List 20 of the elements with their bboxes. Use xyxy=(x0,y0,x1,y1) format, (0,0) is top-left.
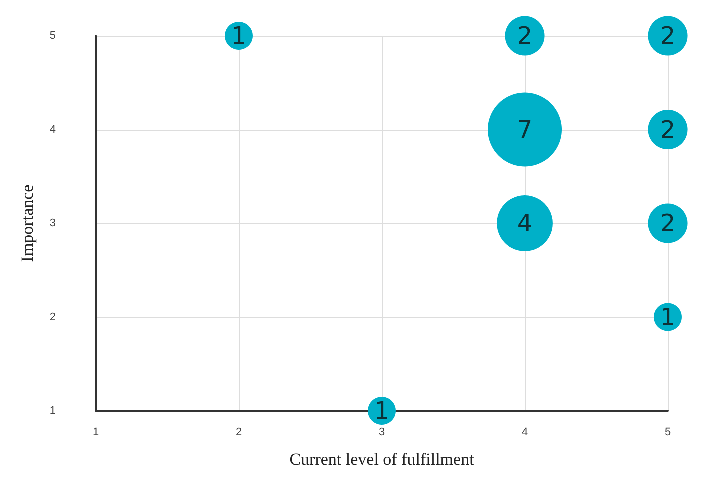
y-tick-label: 2 xyxy=(50,311,56,324)
x-axis-title: Current level of fulfillment xyxy=(290,450,475,469)
annotation: 1 xyxy=(660,303,676,332)
y-tick-label: 5 xyxy=(50,30,56,42)
y-tick-label: 1 xyxy=(50,405,56,417)
annotation: 7 xyxy=(517,116,533,144)
annotation: 2 xyxy=(517,22,533,50)
annotation: 1 xyxy=(231,22,247,50)
annotation: 2 xyxy=(660,116,676,144)
y-tick-label: 3 xyxy=(50,218,56,230)
y-tick-label: 4 xyxy=(50,124,56,136)
x-tick-label: 2 xyxy=(236,426,242,438)
annotation: 2 xyxy=(660,210,676,238)
annotation: 4 xyxy=(517,210,533,238)
annotation: 2 xyxy=(660,22,676,50)
x-tick-label: 3 xyxy=(378,426,386,438)
x-tick-label: 4 xyxy=(522,426,528,438)
x-tick-label: 1 xyxy=(92,426,100,438)
x-tick-label: 5 xyxy=(664,426,672,438)
y-axis-title: Importance xyxy=(18,184,37,262)
